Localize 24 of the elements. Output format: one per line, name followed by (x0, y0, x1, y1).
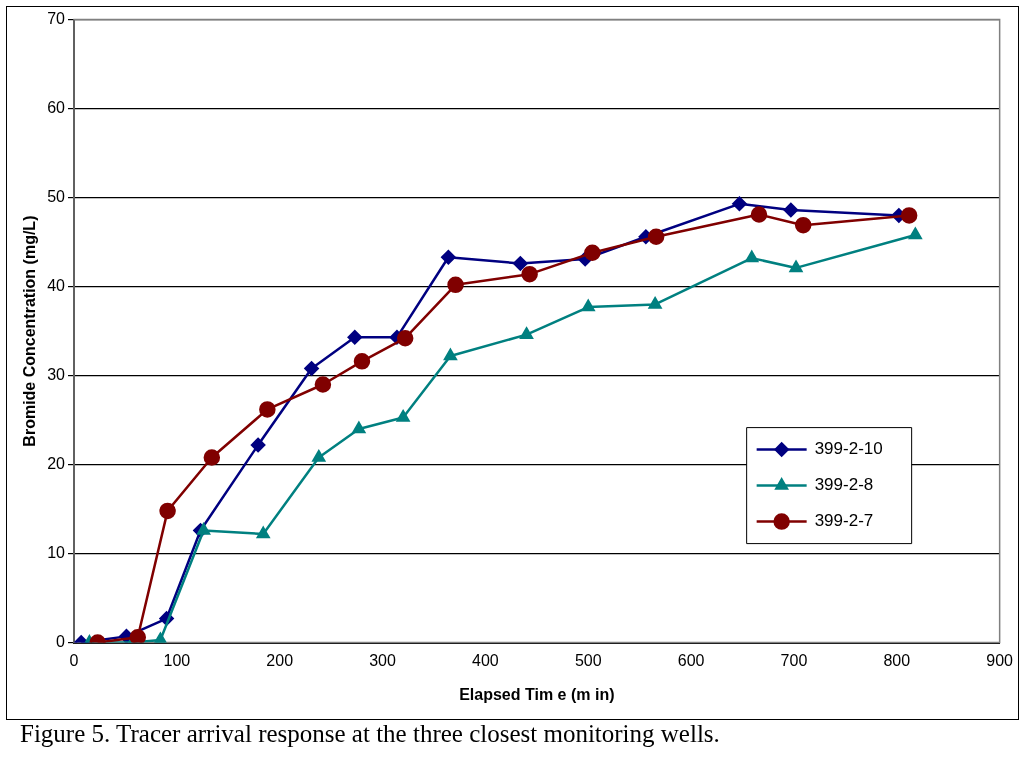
x-tick-label: 100 (163, 651, 191, 669)
legend-label: 399-2-10 (814, 439, 883, 459)
y-tick-label: 30 (47, 366, 66, 384)
x-tick-label: 700 (780, 651, 808, 669)
y-tick-label: 60 (47, 99, 66, 117)
y-tick-label: 40 (47, 277, 66, 295)
y-tick-label: 0 (56, 633, 66, 651)
legend-label: 399-2-8 (814, 475, 874, 495)
x-tick-label: 400 (472, 651, 499, 669)
y-tick-label: 10 (47, 544, 66, 562)
y-tick-label: 20 (47, 455, 66, 473)
x-tick-label: 600 (677, 651, 705, 669)
x-tick-label: 200 (266, 651, 294, 669)
x-tick-label: 800 (883, 651, 911, 669)
y-tick-label: 70 (47, 10, 66, 28)
x-tick-label: 500 (574, 651, 602, 669)
caption: Figure 5. Tracer arrival response at the three closest monitoring wells. (20, 720, 720, 748)
x-tick-label: 300 (369, 651, 396, 669)
y-tick-label: 50 (47, 188, 66, 206)
legend-label: 399-2-7 (814, 511, 874, 531)
x-tick-label: 900 (986, 651, 1014, 669)
y-axis-title: Bromide Concentration (mg/L) (21, 215, 39, 447)
x-axis-title: Elapsed Tim e (m in) (459, 685, 615, 703)
x-tick-label: 0 (69, 651, 79, 669)
